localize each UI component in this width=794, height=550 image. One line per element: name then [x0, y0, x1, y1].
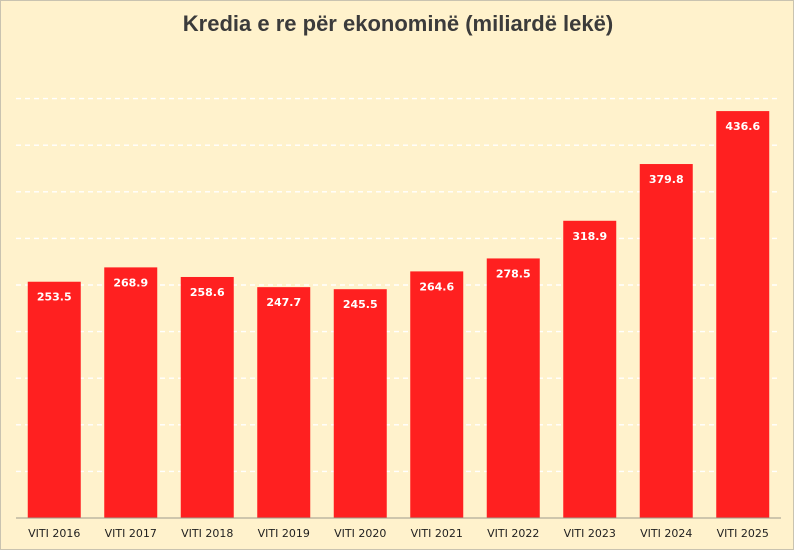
- x-tick-label: VITI 2022: [487, 527, 539, 540]
- bar-viti-2022: [486, 258, 540, 518]
- x-tick-label: VITI 2018: [181, 527, 233, 540]
- bar-viti-2025: [716, 111, 770, 518]
- bar-viti-2018: [180, 276, 234, 518]
- bar-value-label: 318.9: [572, 230, 607, 243]
- bar-value-label: 268.9: [113, 276, 148, 289]
- bar-viti-2016: [27, 281, 81, 518]
- x-tick-label: VITI 2017: [105, 527, 157, 540]
- bar-viti-2017: [104, 267, 158, 518]
- bar-viti-2020: [333, 289, 387, 518]
- x-tick-label: VITI 2021: [411, 527, 463, 540]
- bar-value-label: 436.6: [725, 120, 760, 133]
- bar-value-label: 253.5: [37, 291, 72, 304]
- x-tick-label: VITI 2020: [334, 527, 386, 540]
- bar-value-label: 258.6: [190, 286, 225, 299]
- chart-title: Kredia e re për ekonominë (miliardë lekë…: [182, 11, 614, 36]
- bar-viti-2021: [410, 271, 464, 518]
- bar-viti-2019: [257, 287, 311, 518]
- bar-value-label: 264.6: [419, 280, 454, 293]
- bar-value-label: 278.5: [496, 267, 531, 280]
- bar-viti-2023: [563, 220, 617, 518]
- x-tick-label: VITI 2016: [28, 527, 80, 540]
- x-tick-label: VITI 2019: [258, 527, 310, 540]
- bar-value-label: 379.8: [649, 173, 684, 186]
- bar-viti-2024: [639, 164, 693, 518]
- x-tick-label: VITI 2025: [717, 527, 769, 540]
- bar-value-label: 247.7: [266, 296, 301, 309]
- x-tick-label: VITI 2023: [564, 527, 616, 540]
- x-tick-label: VITI 2024: [640, 527, 692, 540]
- bar-value-label: 245.5: [343, 298, 378, 311]
